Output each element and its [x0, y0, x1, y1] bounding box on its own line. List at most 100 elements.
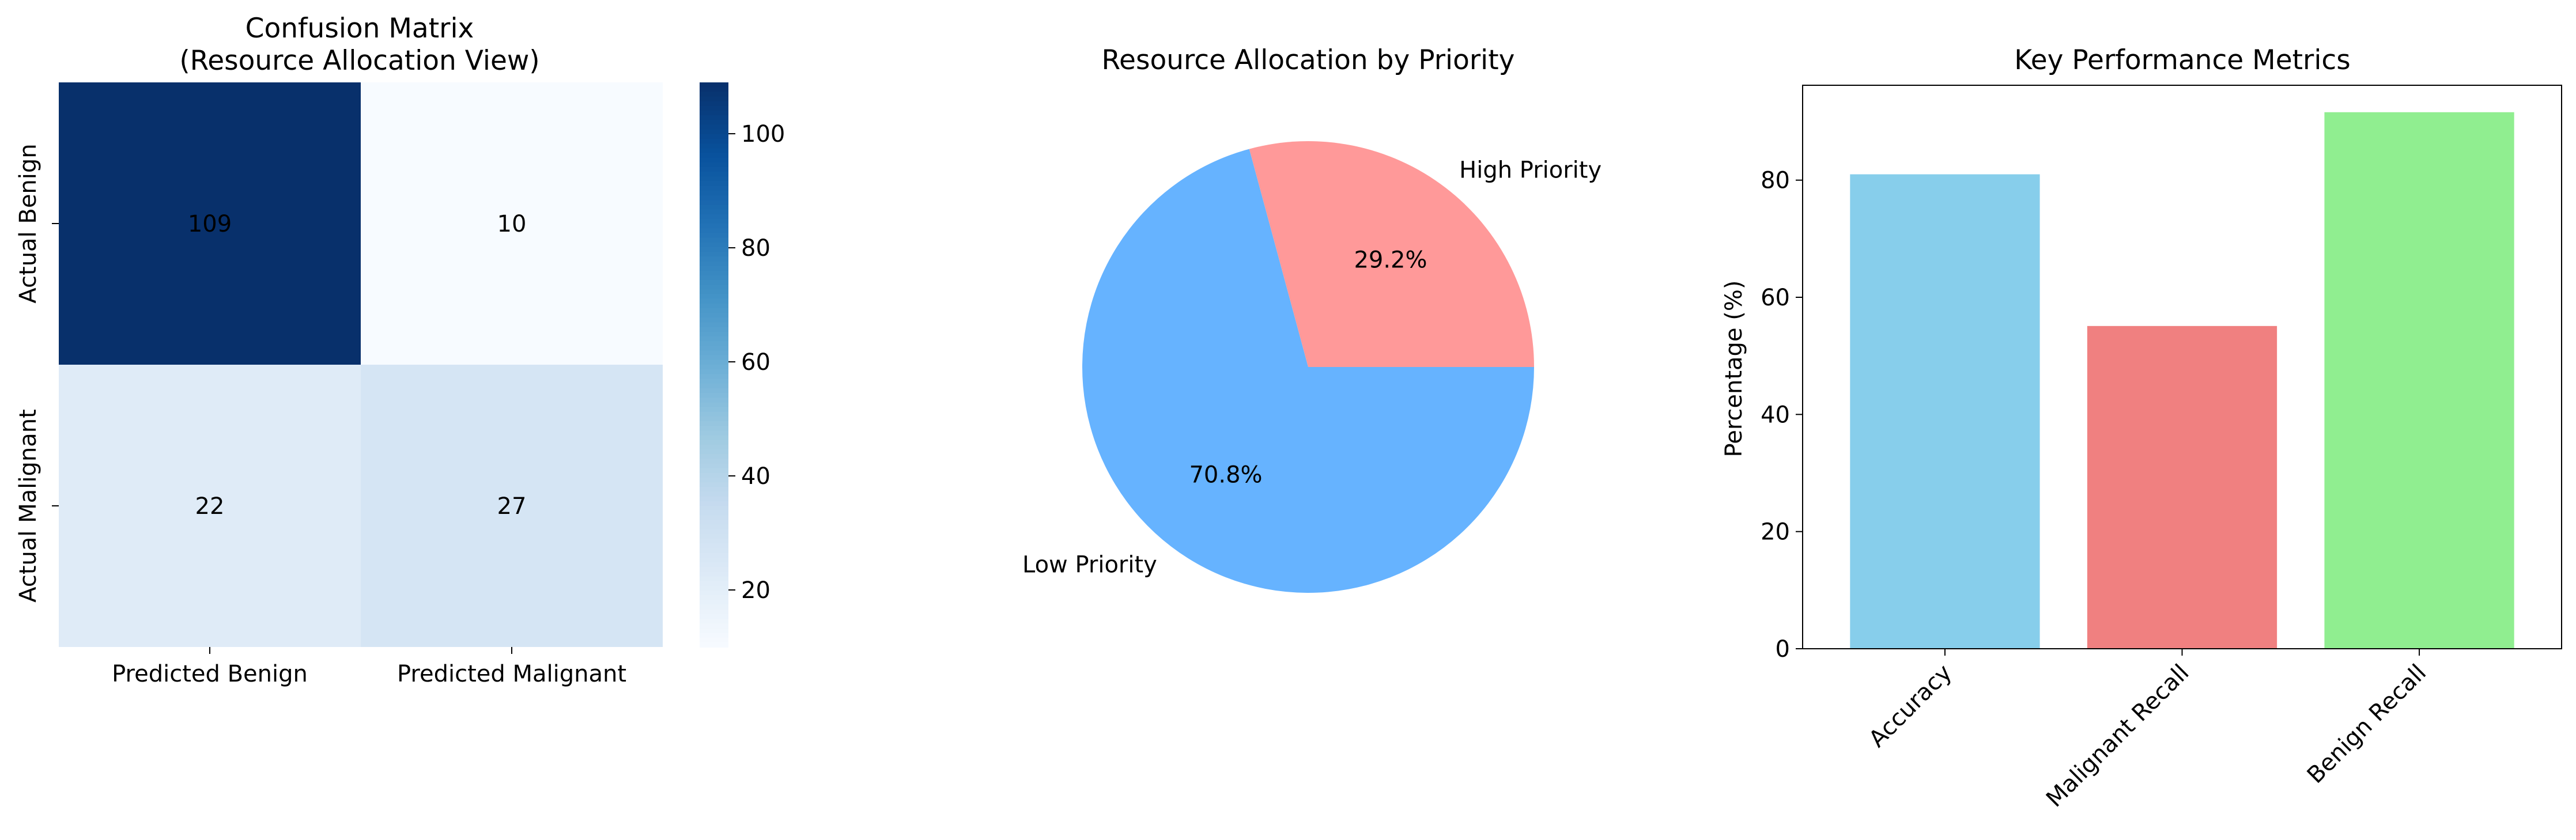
heatmap-tick-labels: Predicted Benign Predicted Malignant Actua…	[15, 143, 626, 687]
colorbar-segment	[700, 157, 728, 163]
colorbar-segment	[700, 539, 728, 544]
heatmap-cell-value: 22	[195, 493, 225, 520]
colorbar-segment	[700, 209, 728, 215]
colorbar-segment	[700, 256, 728, 262]
colorbar-segment	[700, 336, 728, 342]
colorbar-segment	[700, 562, 728, 568]
bar	[1850, 174, 2040, 649]
colorbar-segment	[700, 101, 728, 107]
colorbar-segment	[700, 285, 728, 290]
colorbar-segment	[700, 327, 728, 332]
colorbar-segment	[700, 435, 728, 441]
heatmap-column-label: Predicted Benign	[112, 661, 308, 687]
pie-slice	[1249, 141, 1534, 368]
heatmap-cell	[361, 82, 663, 365]
colorbar-segment	[700, 543, 728, 549]
colorbar-segment	[700, 167, 728, 173]
bar-category-label: Benign Recall	[2302, 660, 2431, 789]
bar-y-tick-label: 40	[1761, 402, 1790, 428]
colorbar-segment	[700, 96, 728, 102]
colorbar-segment	[700, 416, 728, 422]
colorbar-tick-label: 20	[741, 577, 770, 604]
colorbar-segment	[700, 350, 728, 356]
colorbar-segment	[700, 270, 728, 276]
colorbar-segment	[700, 506, 728, 512]
colorbar-segment	[700, 510, 728, 516]
colorbar-segment	[700, 623, 728, 629]
colorbar-segment	[700, 501, 728, 506]
pie-slice-label: High Priority	[1459, 157, 1601, 184]
colorbar-tick-label: 80	[741, 235, 770, 262]
colorbar: 20 40 60 80 100	[700, 82, 785, 648]
colorbar-segment	[700, 317, 728, 323]
colorbar-segment	[700, 228, 728, 234]
colorbar-segment	[700, 407, 728, 413]
colorbar-segment	[700, 426, 728, 432]
colorbar-segment	[700, 195, 728, 201]
colorbar-segment	[700, 176, 728, 182]
heatmap-cell-value: 109	[188, 211, 232, 237]
colorbar-segment	[700, 572, 728, 577]
colorbar-segment	[700, 92, 728, 97]
bar-plot-frame	[1802, 85, 2562, 649]
colorbar-segment	[700, 449, 728, 455]
colorbar-segment	[700, 322, 728, 328]
pie-panel: Resource Allocation by Priority 29.2% Hig…	[1022, 44, 1601, 593]
colorbar-segment	[700, 214, 728, 220]
heatmap-title: Confusion Matrix	[245, 13, 474, 44]
colorbar-segment	[700, 105, 728, 111]
colorbar-segment	[700, 275, 728, 281]
colorbar-segment	[700, 379, 728, 384]
colorbar-segment	[700, 557, 728, 563]
colorbar-segment	[700, 374, 728, 380]
bar-category-label: Malignant Recall	[2041, 660, 2194, 813]
bar	[2087, 326, 2277, 649]
bar-chart: Accuracy Malignant Recall Benign Recall 0 20…	[1761, 85, 2562, 812]
colorbar-segment	[700, 576, 728, 582]
colorbar-segment	[700, 172, 728, 177]
colorbar-segment	[700, 628, 728, 634]
heatmap-cell-value: 27	[497, 493, 527, 520]
colorbar-segment	[700, 143, 728, 149]
heatmap-cell	[59, 365, 361, 647]
colorbar-segment	[700, 247, 728, 252]
colorbar-segment	[700, 398, 728, 403]
colorbar-segment	[700, 298, 728, 304]
colorbar-segment	[700, 162, 728, 168]
colorbar-segment	[700, 218, 728, 224]
colorbar-segment	[700, 454, 728, 460]
colorbar-segment	[700, 642, 728, 648]
colorbar-segment	[700, 388, 728, 393]
colorbar-segment	[700, 190, 728, 196]
pie-chart: 29.2% High Priority 70.8% Low Priority	[1022, 141, 1601, 593]
pie-slice	[1082, 149, 1534, 593]
colorbar-segment	[700, 355, 728, 361]
colorbar-segment	[700, 478, 728, 483]
pie-percent-label: 29.2%	[1354, 247, 1427, 273]
pie-slice-label: Low Priority	[1022, 551, 1157, 578]
colorbar-segment	[700, 553, 728, 558]
colorbar-segment	[700, 411, 728, 417]
bar-y-axis-label: Percentage (%)	[1721, 281, 1747, 457]
colorbar-segment	[700, 491, 728, 497]
colorbar-segment	[700, 472, 728, 478]
colorbar-segment	[700, 496, 728, 502]
heatmap-cell	[361, 365, 663, 647]
colorbar-segment	[700, 534, 728, 540]
colorbar-segment	[700, 383, 728, 389]
colorbar-segment	[700, 111, 728, 116]
colorbar-segment	[700, 604, 728, 610]
colorbar-segment	[700, 637, 728, 643]
colorbar-segment	[700, 614, 728, 619]
colorbar-tick-label: 40	[741, 463, 770, 490]
colorbar-segment	[700, 303, 728, 309]
colorbar-segment	[700, 487, 728, 493]
colorbar-segment	[700, 609, 728, 615]
colorbar-segment	[700, 402, 728, 408]
colorbar-segment	[700, 148, 728, 154]
colorbar-segment	[700, 308, 728, 314]
colorbar-tick-label: 100	[741, 121, 785, 147]
colorbar-segment	[700, 261, 728, 267]
bar-y-tick-label: 60	[1761, 285, 1790, 311]
colorbar-segment	[700, 233, 728, 239]
